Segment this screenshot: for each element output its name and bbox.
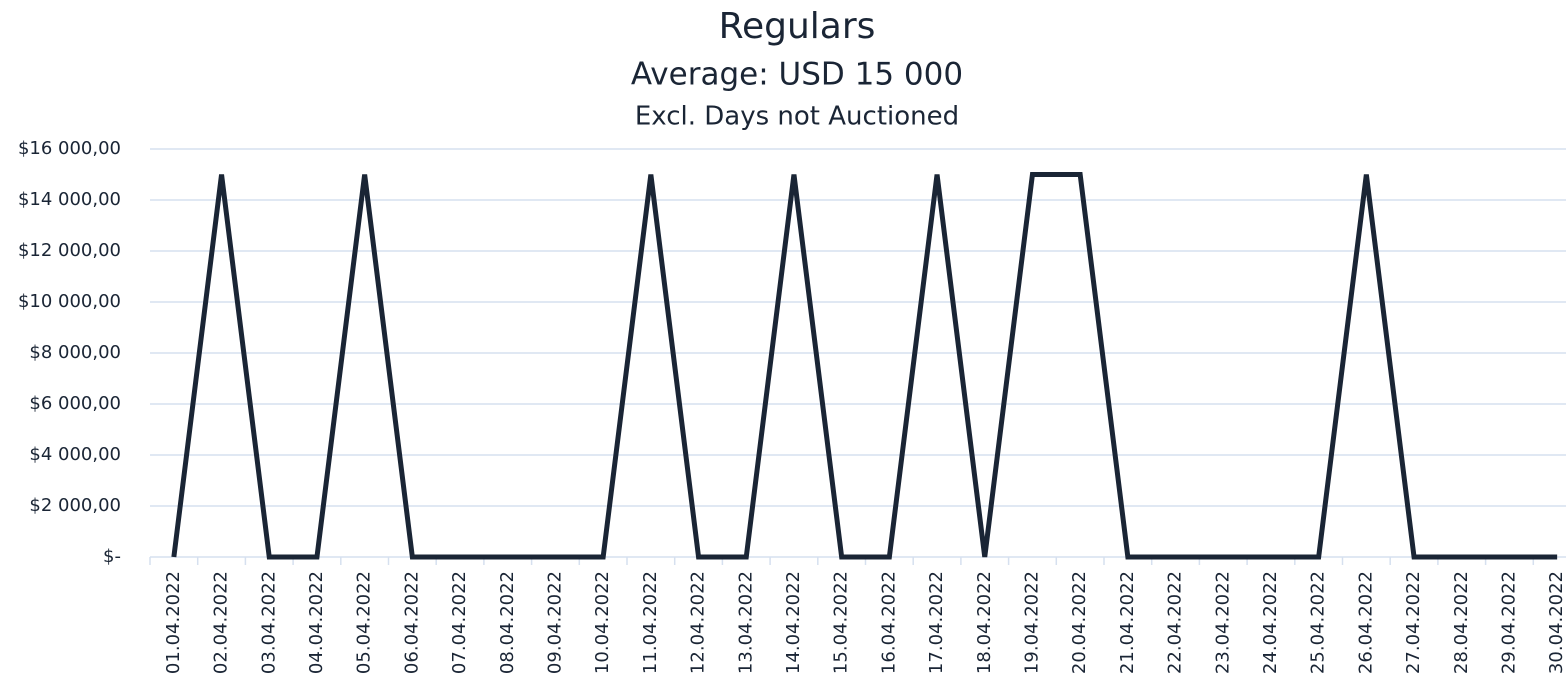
y-tick-label: $6 000,00 xyxy=(29,393,121,414)
x-tick-label: 05.04.2022 xyxy=(354,571,375,674)
y-tick-label: $14 000,00 xyxy=(18,189,121,210)
y-tick-label: $8 000,00 xyxy=(29,342,121,363)
chart-title: Regulars xyxy=(719,6,876,47)
x-tick-label: 02.04.2022 xyxy=(211,571,232,674)
chart-subtitle: Average: USD 15 000 xyxy=(631,57,963,93)
x-tick-label: 24.04.2022 xyxy=(1260,571,1281,674)
x-tick-label: 06.04.2022 xyxy=(401,571,422,674)
y-tick-label: $4 000,00 xyxy=(29,444,121,465)
x-tick-label: 19.04.2022 xyxy=(1021,571,1042,674)
x-tick-label: 10.04.2022 xyxy=(592,571,613,674)
y-tick-label: $12 000,00 xyxy=(18,240,121,261)
x-tick-label: 26.04.2022 xyxy=(1355,571,1376,674)
x-tick-label: 04.04.2022 xyxy=(306,571,327,674)
y-tick-label: $2 000,00 xyxy=(29,495,121,516)
x-tick-label: 22.04.2022 xyxy=(1165,571,1186,674)
x-tick-label: 11.04.2022 xyxy=(640,571,661,674)
x-tick-label: 18.04.2022 xyxy=(974,571,995,674)
x-tick-label: 17.04.2022 xyxy=(926,571,947,674)
chart-annotation: Excl. Days not Auctioned xyxy=(635,102,959,132)
x-tick-label: 27.04.2022 xyxy=(1403,571,1424,674)
x-tick-label: 12.04.2022 xyxy=(688,571,709,674)
line xyxy=(171,172,1558,560)
y-tick-label: $10 000,00 xyxy=(18,291,121,312)
x-tick-label: 25.04.2022 xyxy=(1308,571,1329,674)
x-tick-label: 29.04.2022 xyxy=(1498,571,1519,674)
x-tick-label: 15.04.2022 xyxy=(831,571,852,674)
x-tick-label: 30.04.2022 xyxy=(1546,571,1566,674)
x-tick-label: 07.04.2022 xyxy=(449,571,470,674)
x-tick-label: 28.04.2022 xyxy=(1451,571,1472,674)
x-tick-label: 08.04.2022 xyxy=(497,571,518,674)
x-tick-label: 14.04.2022 xyxy=(783,571,804,674)
x-tick-label: 23.04.2022 xyxy=(1212,571,1233,674)
x-tick-label: 09.04.2022 xyxy=(544,571,565,674)
y-tick-label: $- xyxy=(103,546,121,567)
x-tick-label: 13.04.2022 xyxy=(735,571,756,674)
x-tick-label: 03.04.2022 xyxy=(258,571,279,674)
y-tick-label: $16 000,00 xyxy=(18,138,121,159)
x-tick-label: 21.04.2022 xyxy=(1117,571,1138,674)
x-tick-label: 20.04.2022 xyxy=(1069,571,1090,674)
x-tick-label: 01.04.2022 xyxy=(163,571,184,674)
x-tick-label: 16.04.2022 xyxy=(878,571,899,674)
